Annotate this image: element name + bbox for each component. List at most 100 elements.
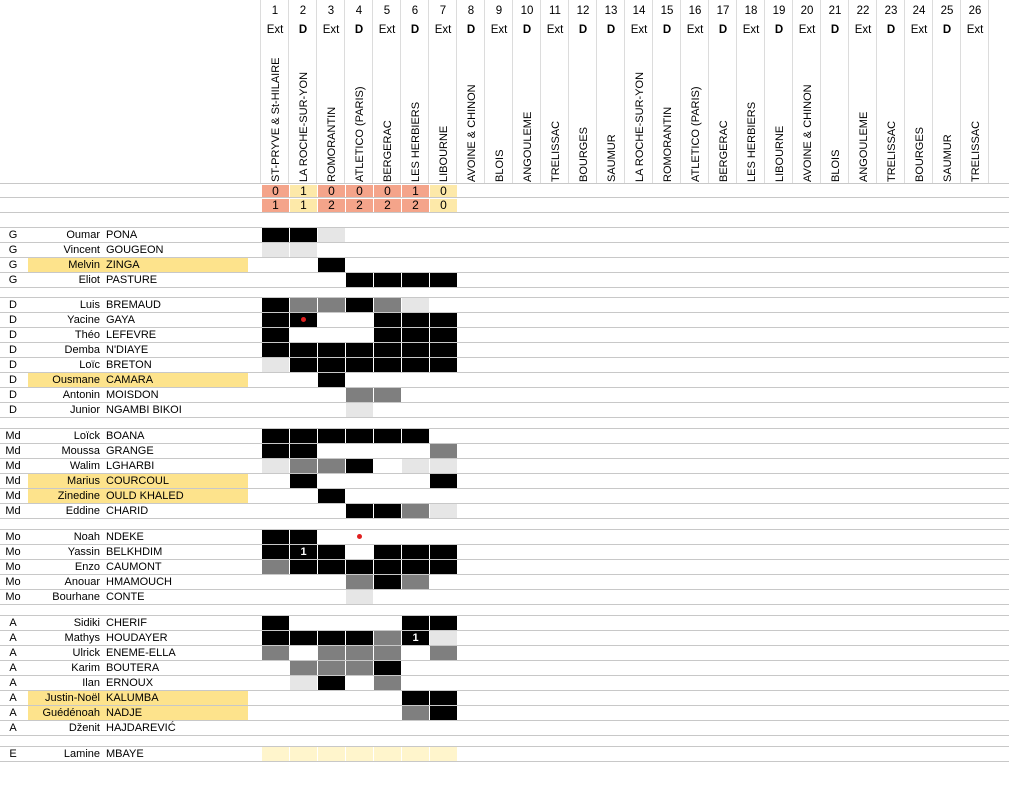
match-venue: Ext xyxy=(378,24,396,36)
minutes-cell xyxy=(374,747,401,761)
opponent-name: ANGOULEME xyxy=(522,111,534,182)
row-divider xyxy=(0,645,1009,646)
minutes-cell xyxy=(318,373,345,387)
player-first-name: Melvin xyxy=(68,259,100,271)
minutes-cell xyxy=(402,706,429,720)
player-first-name: Ulrick xyxy=(72,647,101,659)
minutes-cell xyxy=(318,545,345,559)
player-last-name: ENEME-ELLA xyxy=(106,647,176,659)
column-divider xyxy=(960,0,961,183)
player-first-name: Loïck xyxy=(73,430,100,442)
group-divider xyxy=(0,428,1009,429)
opponent-name: AVOINE & CHINON xyxy=(802,84,814,182)
match-venue: D xyxy=(410,24,420,36)
opponent-name: ANGOULEME xyxy=(858,111,870,182)
player-first-name: Eddine xyxy=(65,505,100,517)
minutes-cell xyxy=(346,403,373,417)
player-position: G xyxy=(8,274,18,286)
minutes-cell xyxy=(402,459,429,473)
match-venue: D xyxy=(830,24,840,36)
player-last-name: CAUMONT xyxy=(106,561,162,573)
row-divider xyxy=(0,630,1009,631)
player-first-name: Oumar xyxy=(66,229,100,241)
minutes-cell xyxy=(402,616,429,630)
minutes-cell xyxy=(430,328,457,342)
player-first-name: Eliot xyxy=(78,274,100,286)
column-divider xyxy=(456,0,457,183)
minutes-cell xyxy=(374,388,401,402)
match-venue: Ext xyxy=(322,24,340,36)
row-divider xyxy=(0,705,1009,706)
player-first-name: Junior xyxy=(70,404,100,416)
minutes-cell xyxy=(346,429,373,443)
minutes-cell xyxy=(402,343,429,357)
matchday-number: 24 xyxy=(912,5,926,17)
column-divider xyxy=(820,0,821,183)
minutes-cell xyxy=(346,504,373,518)
opponent-name: BERGERAC xyxy=(382,120,394,182)
player-position: D xyxy=(9,299,17,311)
score-scored: 0 xyxy=(346,185,373,198)
minutes-cell xyxy=(290,560,317,574)
opponent-name: LA ROCHE-SUR-YON xyxy=(634,71,646,182)
column-divider xyxy=(736,0,737,183)
new-player-highlight xyxy=(28,258,248,273)
matchday-number: 17 xyxy=(716,5,730,17)
player-position: Md xyxy=(5,505,21,517)
minutes-cell xyxy=(262,343,289,357)
minutes-cell xyxy=(290,545,317,559)
match-venue: Ext xyxy=(686,24,704,36)
player-last-name: MBAYE xyxy=(106,748,144,760)
minutes-cell xyxy=(262,358,289,372)
row-divider xyxy=(0,720,1009,721)
player-position: Md xyxy=(5,430,21,442)
match-venue: Ext xyxy=(854,24,872,36)
minutes-cell xyxy=(346,358,373,372)
column-divider xyxy=(680,0,681,183)
goal-count: 1 xyxy=(412,632,419,644)
opponent-name: LES HERBIERS xyxy=(410,101,422,182)
minutes-cell xyxy=(402,313,429,327)
opponent-name: BLOIS xyxy=(830,149,842,182)
player-last-name: MOISDON xyxy=(106,389,159,401)
player-last-name: CHARID xyxy=(106,505,149,517)
row-divider xyxy=(0,503,1009,504)
matchday-number: 26 xyxy=(968,5,982,17)
minutes-cell xyxy=(374,298,401,312)
opponent-name: SAUMUR xyxy=(606,134,618,182)
player-first-name: Demba xyxy=(64,344,100,356)
match-venue: D xyxy=(298,24,308,36)
minutes-cell xyxy=(290,747,317,761)
minutes-cell xyxy=(402,328,429,342)
row-divider xyxy=(0,604,1009,605)
minutes-cell xyxy=(430,631,457,645)
minutes-cell xyxy=(318,489,345,503)
player-last-name: GAYA xyxy=(106,314,135,326)
match-venue: D xyxy=(606,24,616,36)
score-scored: 0 xyxy=(262,185,289,198)
match-venue: D xyxy=(886,24,896,36)
match-venue: Ext xyxy=(490,24,508,36)
minutes-cell xyxy=(318,298,345,312)
row-divider xyxy=(0,675,1009,676)
row-divider xyxy=(0,589,1009,590)
column-divider xyxy=(708,0,709,183)
score-scored: 0 xyxy=(374,185,401,198)
player-last-name: KALUMBA xyxy=(106,692,159,704)
column-divider xyxy=(988,0,989,183)
minutes-cell xyxy=(430,706,457,720)
column-divider xyxy=(512,0,513,183)
player-last-name: LEFEVRE xyxy=(106,329,157,341)
player-last-name: BRETON xyxy=(106,359,152,371)
minutes-cell xyxy=(318,228,345,242)
minutes-cell xyxy=(430,504,457,518)
minutes-cell xyxy=(402,691,429,705)
minutes-cell xyxy=(374,504,401,518)
match-venue: Ext xyxy=(966,24,984,36)
new-player-highlight xyxy=(28,691,248,706)
minutes-cell xyxy=(430,646,457,660)
minutes-cell xyxy=(430,358,457,372)
minutes-cell xyxy=(402,504,429,518)
player-position: Mo xyxy=(5,576,21,588)
matchday-number: 12 xyxy=(576,5,590,17)
